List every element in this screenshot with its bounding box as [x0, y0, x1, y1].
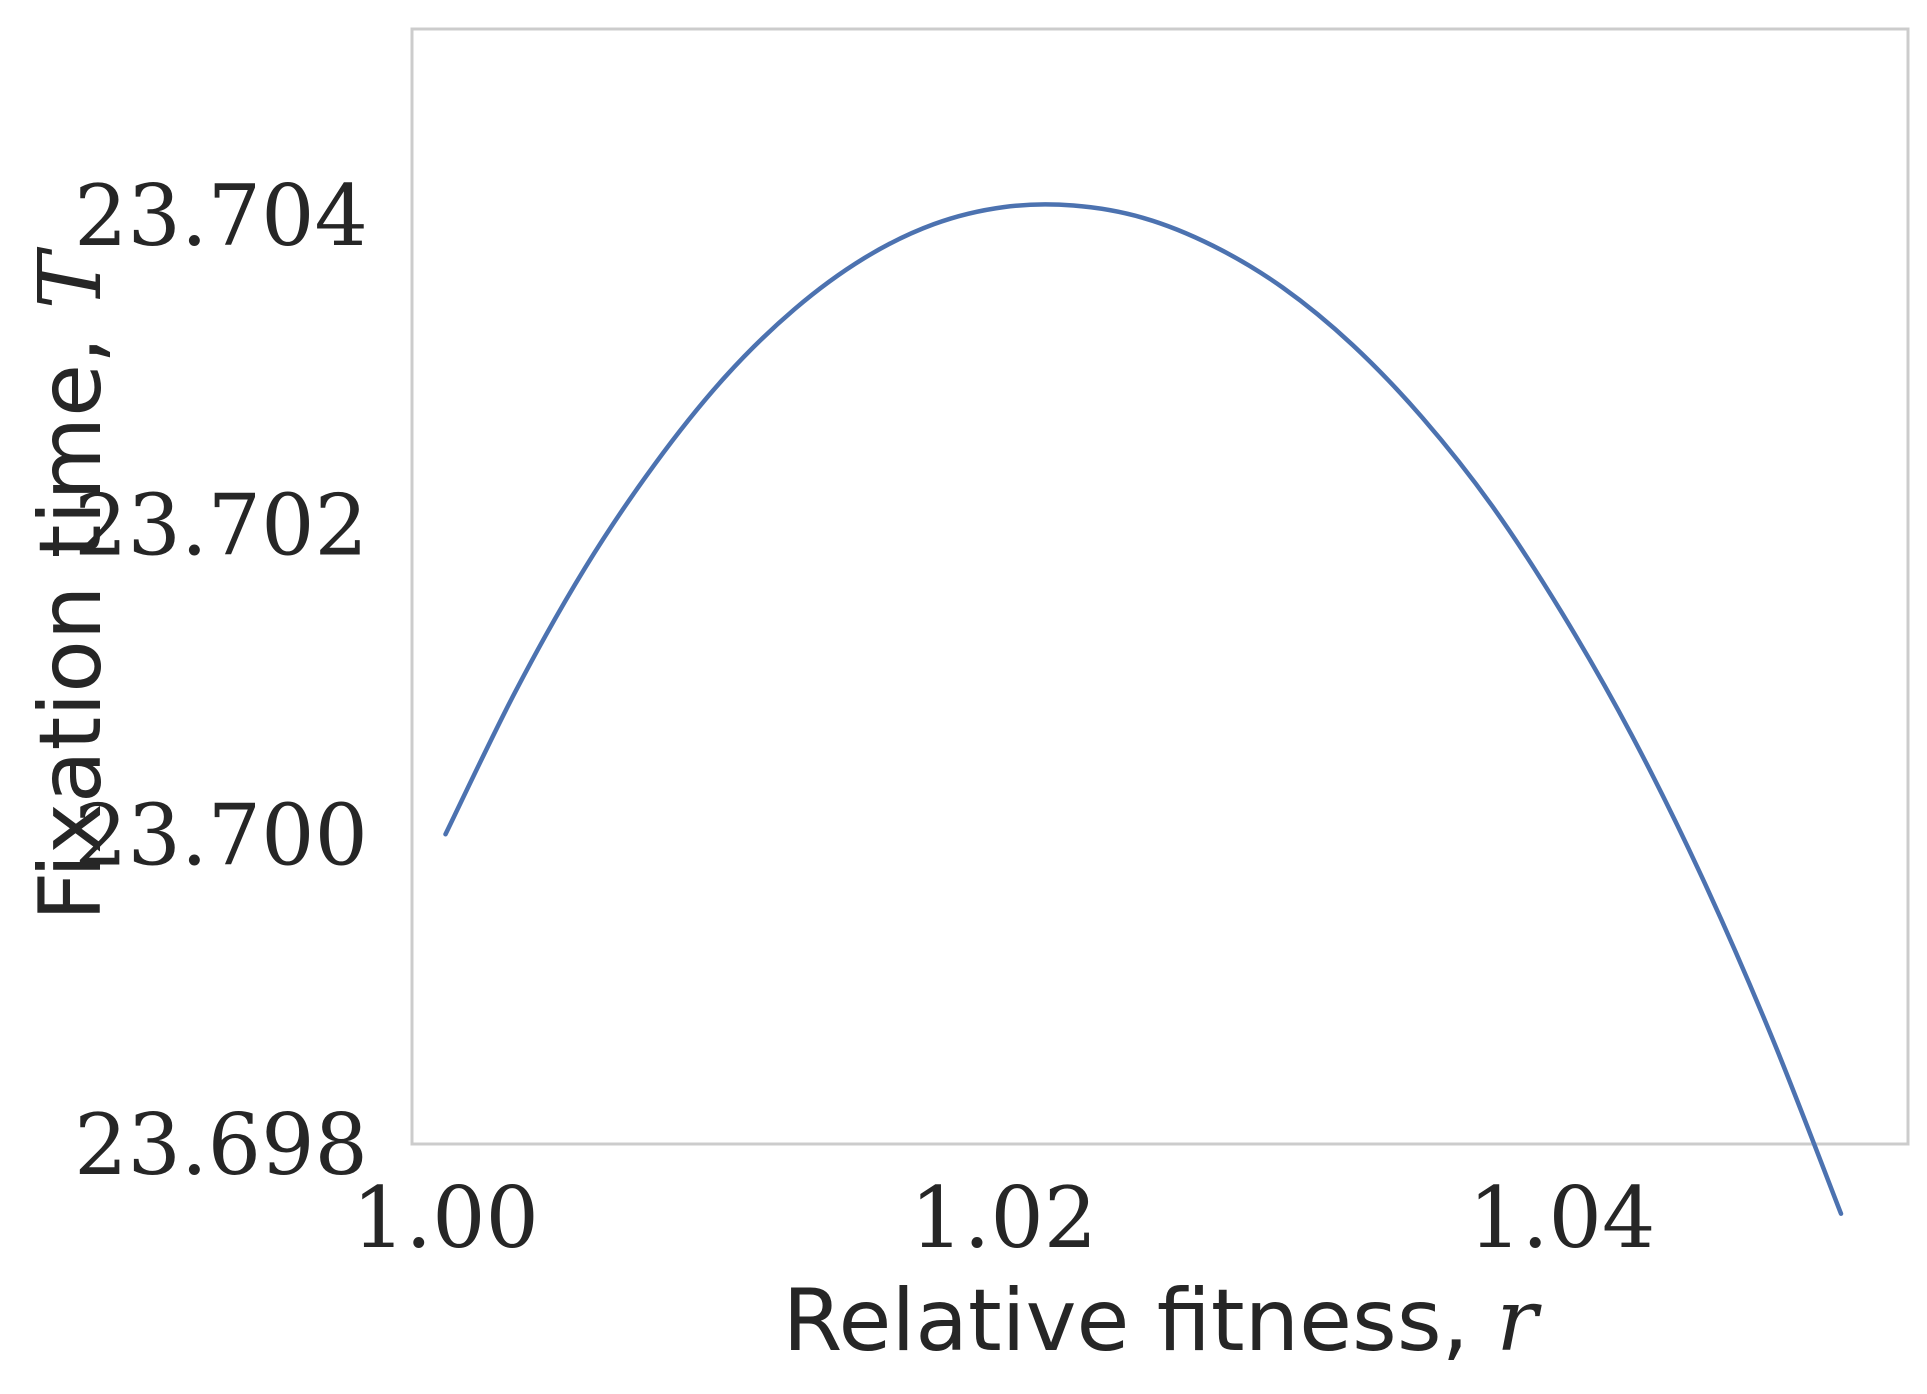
- y-tick-label: 23.698: [74, 1096, 368, 1194]
- x-tick-label: 1.00: [352, 1169, 539, 1267]
- x-axis-ticks: 1.00 1.02 1.04: [352, 1169, 1655, 1267]
- y-axis-ticks: 23.698 23.700 23.702 23.704: [74, 167, 368, 1194]
- y-axis-label: Fixation time, T: [21, 246, 121, 921]
- x-tick-label: 1.04: [1468, 1169, 1655, 1267]
- y-tick-label: 23.702: [74, 477, 368, 575]
- y-axis-label-variable: T: [21, 246, 121, 309]
- plot-area-frame: [410, 27, 1910, 1146]
- series-layer: [443, 202, 1844, 1216]
- y-tick-label: 23.704: [74, 167, 368, 265]
- x-axis-label-variable: r: [1496, 1271, 1542, 1371]
- series-line-0: [443, 202, 1844, 1216]
- y-tick-label: 23.700: [74, 786, 368, 884]
- x-axis-label: Relative fitness, r: [783, 1271, 1543, 1371]
- x-axis-label-text: Relative fitness,: [783, 1271, 1497, 1371]
- x-tick-label: 1.02: [910, 1169, 1097, 1267]
- y-axis-label-text: Fixation time,: [21, 309, 121, 921]
